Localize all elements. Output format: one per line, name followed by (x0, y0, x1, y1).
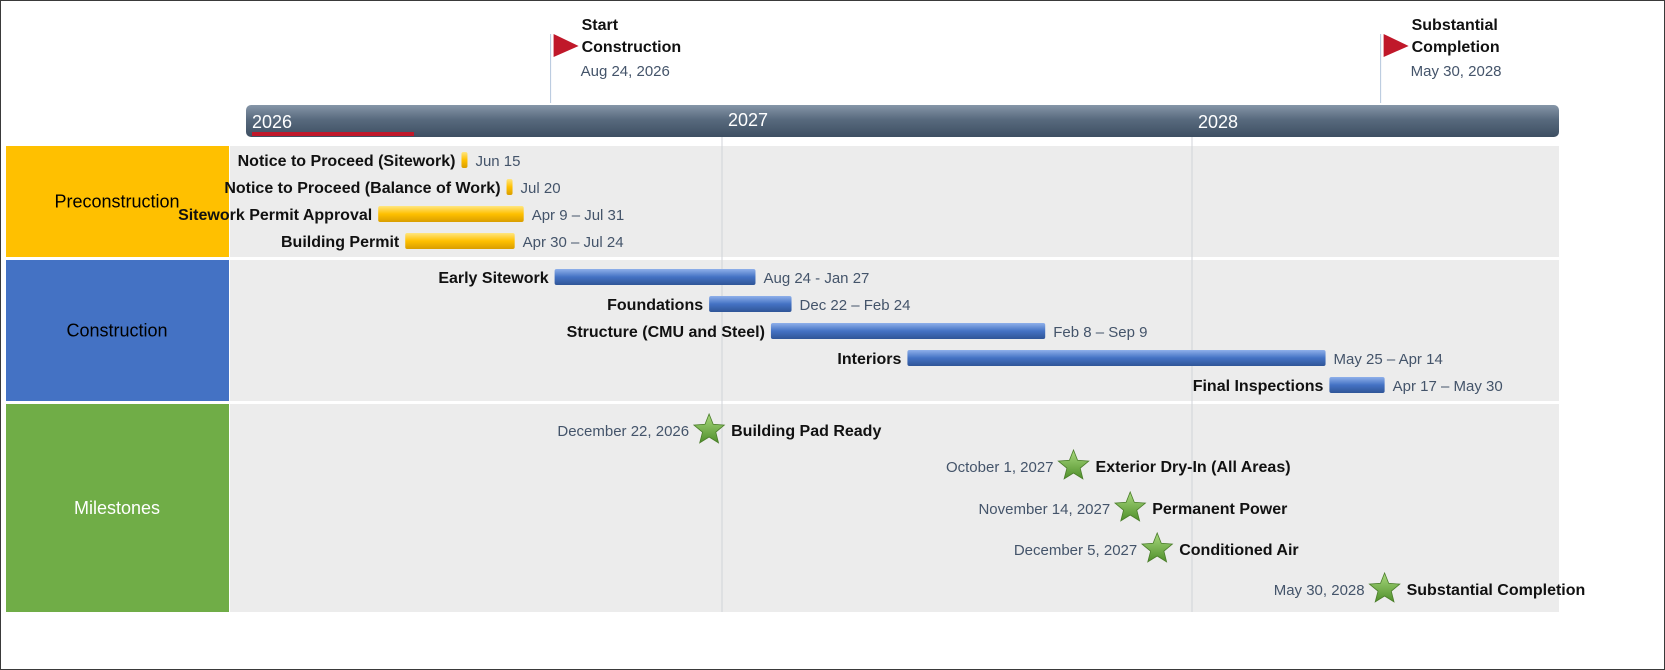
milestone-name: Exterior Dry-In (All Areas) (1096, 459, 1291, 476)
milestone-name: Building Pad Ready (731, 423, 881, 440)
task-date: Jun 15 (475, 153, 520, 170)
task-bar (907, 350, 1326, 366)
milestone-name: Permanent Power (1152, 501, 1287, 518)
task-name: Sitework Permit Approval (178, 207, 372, 224)
task-name: Final Inspections (1193, 378, 1324, 395)
flag-icon (1383, 34, 1409, 57)
elapsed-time-marker (252, 132, 414, 136)
task-name: Interiors (837, 351, 901, 368)
year-tick-label: 2026 (252, 112, 292, 132)
task-name: Structure (CMU and Steel) (567, 324, 765, 341)
milestone-date: October 1, 2027 (946, 459, 1054, 476)
task-bar (378, 206, 524, 222)
milestone-date: May 30, 2028 (1274, 582, 1365, 599)
milestone-date: December 22, 2026 (557, 423, 689, 440)
flag-date: May 30, 2028 (1411, 63, 1502, 80)
flag-title: Substantial (1412, 17, 1498, 34)
milestone-star-icon (1140, 531, 1174, 563)
year-tick-label: 2028 (1198, 112, 1238, 132)
milestone-name: Conditioned Air (1179, 542, 1298, 559)
task-date: Feb 8 – Sep 9 (1053, 324, 1147, 341)
flag-date: Aug 24, 2026 (581, 63, 670, 80)
task-name: Foundations (607, 297, 703, 314)
timeline-axis (246, 105, 1559, 137)
milestone-name: Substantial Completion (1407, 582, 1586, 599)
swimlane-header (6, 146, 229, 257)
milestone-star-icon (692, 412, 726, 444)
task-date: Apr 9 – Jul 31 (532, 207, 625, 224)
milestone-star-icon (1368, 571, 1401, 603)
flag-title: Completion (1412, 39, 1500, 56)
task-date: Apr 30 – Jul 24 (523, 234, 624, 251)
task-bar (554, 269, 756, 285)
milestone-star-icon (1057, 448, 1090, 480)
year-tick-label: 2027 (728, 110, 768, 130)
flag-title: Construction (582, 39, 682, 56)
swimlane-background (230, 404, 1559, 612)
task-date: Dec 22 – Feb 24 (800, 297, 911, 314)
task-date: Jul 20 (521, 180, 561, 197)
task-bar (461, 152, 468, 168)
flag-title: Start (582, 17, 619, 34)
task-bar (1329, 377, 1385, 393)
task-name: Notice to Proceed (Balance of Work) (224, 180, 500, 197)
task-name: Early Sitework (438, 270, 548, 287)
swimlane-label: Milestones (74, 498, 160, 518)
task-name: Notice to Proceed (Sitework) (238, 153, 456, 170)
swimlane-label: Preconstruction (54, 192, 179, 212)
task-date: Apr 17 – May 30 (1393, 378, 1503, 395)
task-bar (709, 296, 792, 312)
swimlane-label: Construction (66, 321, 167, 341)
task-name: Building Permit (281, 234, 400, 251)
milestone-star-icon (1113, 490, 1147, 522)
flag-icon (553, 34, 579, 57)
milestone-date: November 14, 2027 (978, 501, 1110, 518)
swimlane-header (6, 260, 229, 401)
swimlane-header (6, 404, 229, 612)
milestone-date: December 5, 2027 (1014, 542, 1137, 559)
task-bar (405, 233, 515, 249)
task-date: May 25 – Apr 14 (1334, 351, 1443, 368)
task-bar (506, 179, 513, 195)
task-date: Aug 24 - Jan 27 (763, 270, 869, 287)
task-bar (770, 323, 1046, 339)
